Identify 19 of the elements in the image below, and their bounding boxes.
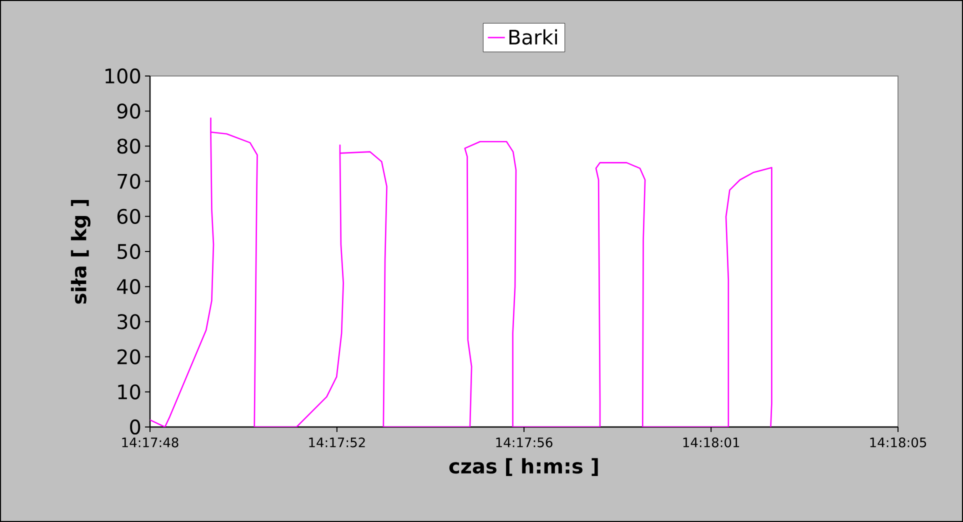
y-tick-label: 10 [118, 384, 140, 400]
y-tick-label: 20 [118, 349, 140, 364]
y-tick-label: 80 [117, 138, 140, 154]
y-tick-label: 50 [118, 244, 140, 260]
y-tick-label: 90 [117, 104, 140, 119]
x-axis-title: czas [ h:m:s ] [449, 458, 598, 476]
y-tick-label: 40 [117, 279, 140, 294]
x-tick-label: 14:18:01 [683, 438, 740, 448]
y-tick-label: 30 [118, 314, 140, 330]
y-tick-label: 60 [117, 208, 140, 224]
x-tick-label: 14:17:52 [309, 438, 365, 448]
legend-label: Barki [509, 29, 557, 45]
x-tick-label: 14:17:56 [496, 438, 552, 448]
y-tick-label: 0 [130, 419, 140, 435]
x-tick-label: 14:18:05 [870, 438, 926, 448]
x-tick-label: 14:17:48 [122, 438, 178, 448]
y-axis-title: siła [ kg ] [70, 200, 90, 304]
y-tick-label: 70 [118, 174, 140, 189]
y-tick-label: 100 [106, 68, 140, 84]
